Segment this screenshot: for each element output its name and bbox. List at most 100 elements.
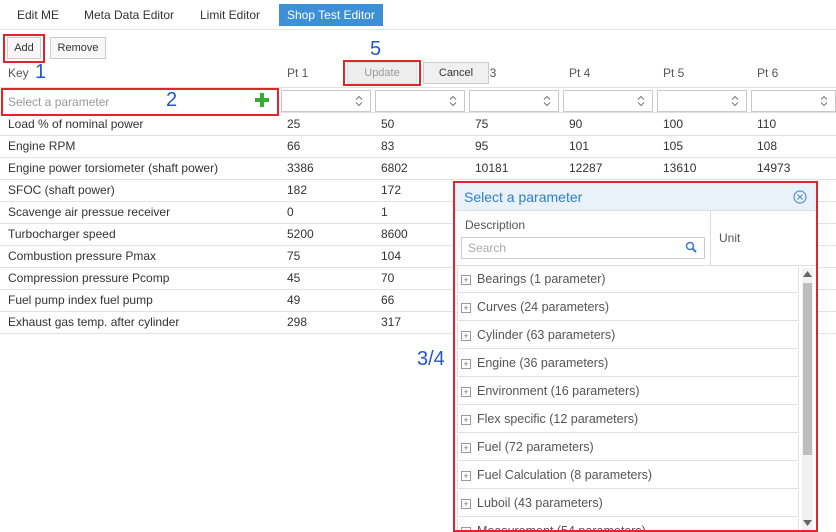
group-item[interactable]: + Fuel Calculation (8 parameters) xyxy=(457,463,799,489)
cell-value: 70 xyxy=(381,271,395,285)
annotation: 1 xyxy=(35,61,47,83)
expand-icon[interactable]: + xyxy=(461,275,471,285)
expand-icon[interactable]: + xyxy=(461,471,471,481)
cell-value: 25 xyxy=(287,117,301,131)
add-parameter-icon[interactable] xyxy=(255,93,269,107)
column-header: Pt 1 xyxy=(287,66,309,80)
column-divider xyxy=(710,211,711,265)
row-line xyxy=(0,201,836,202)
group-item[interactable]: + Flex specific (12 parameters) xyxy=(457,407,799,433)
highlight-add xyxy=(3,34,45,63)
row-line xyxy=(0,333,836,334)
parameter-input[interactable] xyxy=(1,88,279,116)
row-line xyxy=(0,267,836,268)
close-button[interactable] xyxy=(793,190,807,204)
column-header: Pt 4 xyxy=(569,66,591,80)
row-line xyxy=(0,135,836,136)
cell-value: 1 xyxy=(381,205,388,219)
group-item[interactable]: + Environment (16 parameters) xyxy=(457,379,799,405)
column-header: Pt 6 xyxy=(757,66,779,80)
expand-icon[interactable]: + xyxy=(461,415,471,425)
cell-value: 12287 xyxy=(569,161,603,175)
point-select[interactable] xyxy=(281,90,371,112)
cell-value: 6802 xyxy=(381,161,408,175)
unit-header: Unit xyxy=(719,231,741,245)
group-label: Environment (16 parameters) xyxy=(477,384,640,398)
row-key: SFOC (shaft power) xyxy=(8,183,115,197)
select-arrows xyxy=(731,95,739,107)
point-select[interactable] xyxy=(563,90,653,112)
annotation: 2 xyxy=(166,89,178,111)
cancel-button[interactable]: Cancel xyxy=(423,62,489,84)
expand-icon[interactable]: + xyxy=(461,527,471,530)
cell-value: 317 xyxy=(381,315,402,329)
cell-value: 66 xyxy=(287,139,301,153)
row-key: Engine power torsiometer (shaft power) xyxy=(8,161,219,175)
cell-value: 13610 xyxy=(663,161,697,175)
row-line xyxy=(0,179,836,180)
annotation: 5 xyxy=(370,38,382,60)
row-key: Turbocharger speed xyxy=(8,227,116,241)
row-key: Load % of nominal power xyxy=(8,117,144,131)
cell-value: 10181 xyxy=(475,161,509,175)
cell-value: 298 xyxy=(287,315,308,329)
group-item[interactable]: + Fuel (72 parameters) xyxy=(457,435,799,461)
group-item[interactable]: + Luboil (43 parameters) xyxy=(457,491,799,517)
expand-icon[interactable]: + xyxy=(461,443,471,453)
group-label: Luboil (43 parameters) xyxy=(477,496,603,510)
scrollbar-thumb[interactable] xyxy=(803,283,812,455)
row-key: Exhaust gas temp. after cylinder xyxy=(8,315,180,329)
row-line xyxy=(0,223,836,224)
annotation: 3/4 xyxy=(417,348,445,370)
column-header: Pt 5 xyxy=(663,66,685,80)
update-button[interactable]: Update xyxy=(347,62,417,84)
tab[interactable]: Meta Data Editor xyxy=(84,8,175,22)
group-label: Engine (36 parameters) xyxy=(477,356,609,370)
group-label: Cylinder (63 parameters) xyxy=(477,328,616,342)
cell-value: 49 xyxy=(287,293,301,307)
row-line xyxy=(0,157,836,158)
row-key: Fuel pump index fuel pump xyxy=(8,293,153,307)
search-placeholder: Search xyxy=(468,241,507,255)
group-label: Flex specific (12 parameters) xyxy=(477,412,639,426)
remove-button[interactable]: Remove xyxy=(50,37,106,59)
add-button[interactable]: Add xyxy=(7,37,41,59)
expand-icon[interactable]: + xyxy=(461,499,471,509)
cell-value: 75 xyxy=(475,117,489,131)
expand-icon[interactable]: + xyxy=(461,303,471,313)
expand-icon[interactable]: + xyxy=(461,359,471,369)
cell-value: 50 xyxy=(381,117,395,131)
cell-value: 172 xyxy=(381,183,402,197)
cell-value: 90 xyxy=(569,117,583,131)
group-item[interactable]: + Engine (36 parameters) xyxy=(457,351,799,377)
select-arrows xyxy=(637,95,645,107)
group-item[interactable]: + Cylinder (63 parameters) xyxy=(457,323,799,349)
point-select[interactable] xyxy=(469,90,559,112)
cell-value: 108 xyxy=(757,139,778,153)
cell-value: 95 xyxy=(475,139,489,153)
group-item[interactable]: + Bearings (1 parameter) xyxy=(457,267,799,293)
scroll-up[interactable] xyxy=(803,271,812,277)
cell-value: 3386 xyxy=(287,161,314,175)
tab[interactable]: Shop Test Editor xyxy=(279,4,383,26)
description-header: Description xyxy=(465,218,526,232)
tab[interactable]: Limit Editor xyxy=(200,8,261,22)
cell-value: 182 xyxy=(287,183,308,197)
search-input[interactable] xyxy=(461,237,705,259)
select-arrows xyxy=(820,95,828,107)
tab[interactable]: Edit ME xyxy=(17,8,60,22)
scroll-down[interactable] xyxy=(803,520,812,526)
cell-value: 105 xyxy=(663,139,684,153)
group-item[interactable]: + Curves (24 parameters) xyxy=(457,295,799,321)
popup-header xyxy=(455,183,816,211)
point-select[interactable] xyxy=(657,90,747,112)
row-line xyxy=(0,289,836,290)
cell-value: 45 xyxy=(287,271,301,285)
point-select[interactable] xyxy=(375,90,465,112)
expand-icon[interactable]: + xyxy=(461,331,471,341)
group-label: Fuel (72 parameters) xyxy=(477,440,594,454)
expand-icon[interactable]: + xyxy=(461,387,471,397)
group-item[interactable]: + Measurement (54 parameters) xyxy=(457,519,799,530)
parameter-popup: Select a parameter Description Unit Sear… xyxy=(453,181,818,532)
cell-value: 5200 xyxy=(287,227,314,241)
